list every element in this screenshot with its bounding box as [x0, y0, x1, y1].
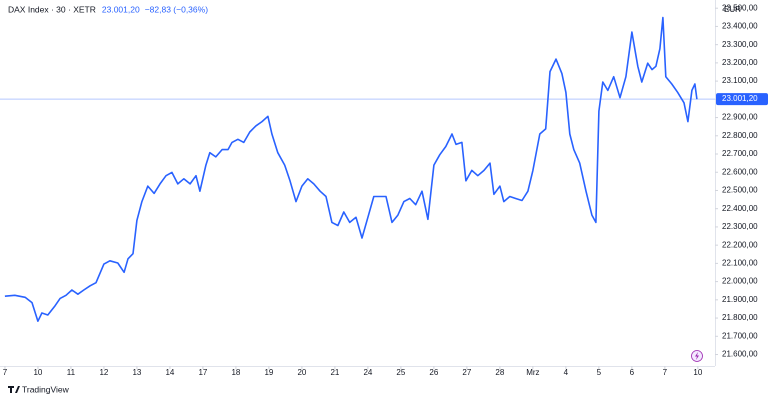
- currency: EUR: [724, 5, 741, 14]
- event-bolt: [695, 352, 699, 360]
- y-tick-label: 22.200,00: [722, 240, 758, 249]
- y-tick-label: 22.300,00: [722, 222, 758, 231]
- logo: TradingView: [8, 384, 70, 394]
- chart-title: DAX Index · 30 · XETR: [8, 4, 96, 14]
- logo-icon: [8, 386, 20, 393]
- x-tick-label: 19: [264, 368, 273, 377]
- y-tick-label: 22.400,00: [722, 204, 758, 213]
- x-tick-label: 11: [67, 368, 76, 377]
- x-tick-label: 4: [564, 368, 569, 377]
- y-tick-label: 21.900,00: [722, 295, 758, 304]
- y-tick-label: 22.100,00: [722, 258, 758, 267]
- x-tick-label: 7: [3, 368, 8, 377]
- x-tick-label: 7: [663, 368, 668, 377]
- x-tick-label: 12: [99, 368, 108, 377]
- x-tick-label: Mrz: [526, 368, 539, 377]
- y-tick-label: 23.300,00: [722, 40, 758, 49]
- x-tick-label: 20: [297, 368, 306, 377]
- x-tick-label: 26: [429, 368, 438, 377]
- y-tick-label: 21.600,00: [722, 350, 758, 359]
- x-tick-label: 24: [363, 368, 372, 377]
- x-tick-label: 27: [462, 368, 471, 377]
- last-value: 23.001,20: [102, 4, 140, 14]
- x-tick-label: 25: [396, 368, 405, 377]
- y-tick-label: 23.400,00: [722, 22, 758, 31]
- event-icon: [691, 350, 703, 362]
- price-line-series: [4, 16, 698, 322]
- price-label: 23.001,20: [722, 94, 758, 103]
- y-tick-label: 22.500,00: [722, 186, 758, 195]
- y-tick-label: 22.600,00: [722, 167, 758, 176]
- brand: TradingView: [22, 384, 70, 394]
- change: −82,83 (−0,36%): [145, 4, 208, 14]
- y-tick-label: 23.500,00: [722, 3, 758, 12]
- x-tick-label: 28: [495, 368, 504, 377]
- y-tick-label: 21.800,00: [722, 313, 758, 322]
- y-tick-label: 21.700,00: [722, 331, 758, 340]
- x-tick-label: 10: [33, 368, 42, 377]
- y-tick-label: 23.200,00: [722, 58, 758, 67]
- x-tick-label: 17: [198, 368, 207, 377]
- y-tick-label: 22.900,00: [722, 113, 758, 122]
- y-tick-label: 22.000,00: [722, 277, 758, 286]
- x-tick-label: 5: [597, 368, 602, 377]
- x-tick-label: 14: [165, 368, 174, 377]
- x-tick-label: 6: [630, 368, 635, 377]
- y-tick-label: 22.700,00: [722, 149, 758, 158]
- price-label-box: [716, 93, 768, 106]
- x-tick-label: 18: [231, 368, 240, 377]
- y-tick-label: 22.800,00: [722, 131, 758, 140]
- y-tick-label: 23.100,00: [722, 76, 758, 85]
- x-tick-label: 21: [330, 368, 339, 377]
- x-tick-label: 13: [132, 368, 141, 377]
- x-tick-label: 10: [693, 368, 702, 377]
